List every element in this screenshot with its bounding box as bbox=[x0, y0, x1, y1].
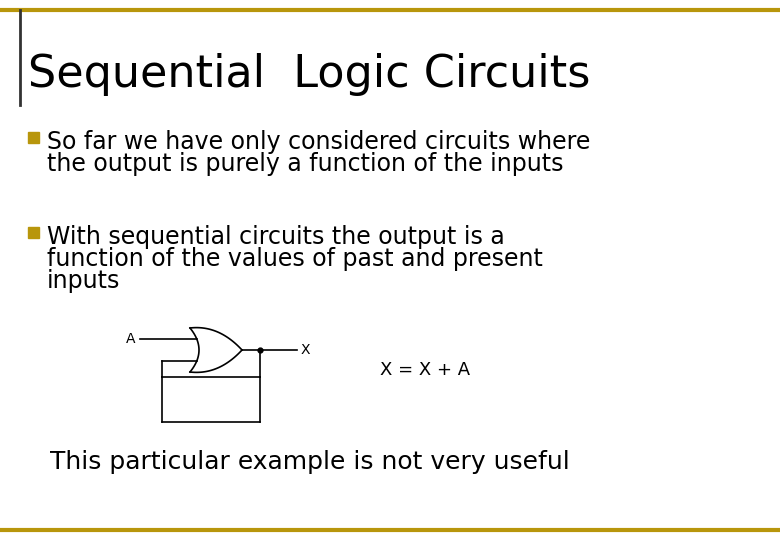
Text: A: A bbox=[126, 332, 135, 346]
Bar bbox=[28, 132, 39, 143]
Text: function of the values of past and present: function of the values of past and prese… bbox=[47, 247, 543, 271]
Text: the output is purely a function of the inputs: the output is purely a function of the i… bbox=[47, 152, 563, 176]
Text: inputs: inputs bbox=[47, 269, 120, 293]
Text: So far we have only considered circuits where: So far we have only considered circuits … bbox=[47, 130, 590, 154]
Text: X: X bbox=[301, 343, 310, 357]
Text: With sequential circuits the output is a: With sequential circuits the output is a bbox=[47, 225, 505, 249]
Bar bbox=[28, 227, 39, 238]
Text: X = X + A: X = X + A bbox=[380, 361, 470, 379]
Text: This particular example is not very useful: This particular example is not very usef… bbox=[50, 450, 569, 474]
Text: Sequential  Logic Circuits: Sequential Logic Circuits bbox=[28, 53, 590, 97]
